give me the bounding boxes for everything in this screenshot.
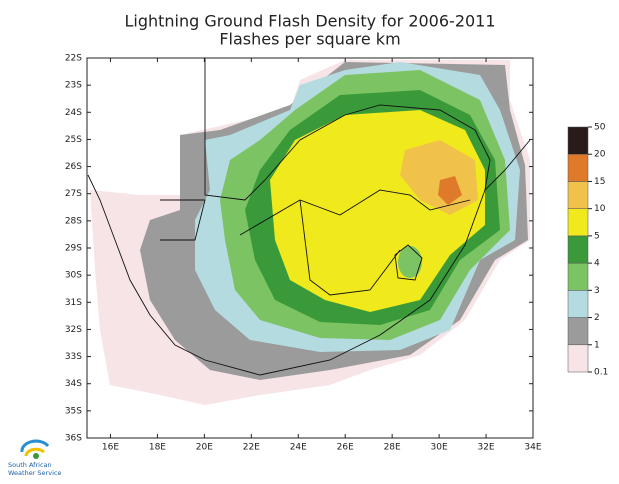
subtitle: Flashes per square km [219, 30, 400, 49]
x-tick-label: 28E [384, 443, 401, 453]
country-border [160, 199, 206, 241]
lesotho-border [394, 244, 423, 281]
coastline [87, 139, 531, 376]
y-tick-label: 33S [65, 352, 82, 362]
x-tick-label: 24E [290, 443, 307, 453]
country-border [204, 58, 491, 201]
colorbar-label: 15 [594, 177, 605, 187]
y-tick-label: 36S [65, 434, 82, 444]
colorbar-label: 50 [594, 123, 606, 133]
density-map [87, 58, 531, 405]
y-tick-label: 27S [65, 189, 82, 199]
colorbar-box [567, 208, 589, 237]
y-tick-label: 25S [65, 135, 82, 145]
y-tick-label: 23S [65, 81, 82, 91]
colorbar-box [567, 126, 589, 155]
density-zone [438, 176, 462, 205]
logo-arc [24, 447, 46, 457]
y-tick-label: 24S [65, 108, 82, 118]
colorbar-label: 3 [594, 286, 600, 296]
colorbar-box [567, 235, 589, 264]
colorbar-box [567, 153, 589, 182]
y-tick-label: 26S [65, 162, 82, 172]
colorbar-label: 10 [594, 204, 606, 214]
y-tick-label: 22S [65, 54, 82, 64]
logo-text: South African [8, 461, 52, 469]
x-tick-label: 26E [337, 443, 354, 453]
y-tick-label: 35S [65, 406, 82, 416]
colorbar-label: 0.1 [594, 368, 608, 378]
x-tick-label: 20E [196, 443, 213, 453]
title: Lightning Ground Flash Density for 2006-… [124, 12, 495, 31]
y-tick-label: 30S [65, 271, 82, 281]
y-tick-label: 32S [65, 325, 82, 335]
logo-arc [20, 439, 50, 453]
y-tick-label: 29S [65, 244, 82, 254]
colorbar-box [567, 344, 589, 373]
y-tick-label: 28S [65, 216, 82, 226]
density-zone [398, 246, 422, 278]
axes: 16E 18E 20E 22E 24E 26E 28E 30E 32E 34E 22S 23S 24S 2… [65, 54, 542, 453]
x-tick-label: 16E [102, 443, 119, 453]
y-tick-label: 34S [65, 379, 82, 389]
colorbar-box [567, 181, 589, 209]
x-tick-label: 30E [431, 443, 448, 453]
x-tick-label: 34E [524, 443, 541, 453]
x-tick-label: 22E [243, 443, 260, 453]
logo-text: Weather Service [8, 469, 61, 477]
x-tick-label: 18E [149, 443, 166, 453]
logo-dot [33, 453, 39, 459]
colorbar-label: 2 [594, 313, 600, 323]
colorbar-box [567, 317, 589, 346]
x-tick-label: 32E [477, 443, 494, 453]
colorbar-box [567, 262, 589, 291]
y-tick-label: 31S [65, 298, 82, 308]
colorbar: 0.1 1 2 3 4 5 10 15 20 50 [567, 123, 608, 378]
colorbar-label: 1 [594, 340, 600, 350]
colorbar-box [567, 290, 589, 318]
colorbar-label: 4 [594, 259, 600, 269]
colorbar-label: 5 [594, 231, 600, 241]
province-border [299, 199, 401, 296]
colorbar-label: 20 [594, 150, 606, 160]
logo: South African Weather Service [8, 439, 61, 477]
